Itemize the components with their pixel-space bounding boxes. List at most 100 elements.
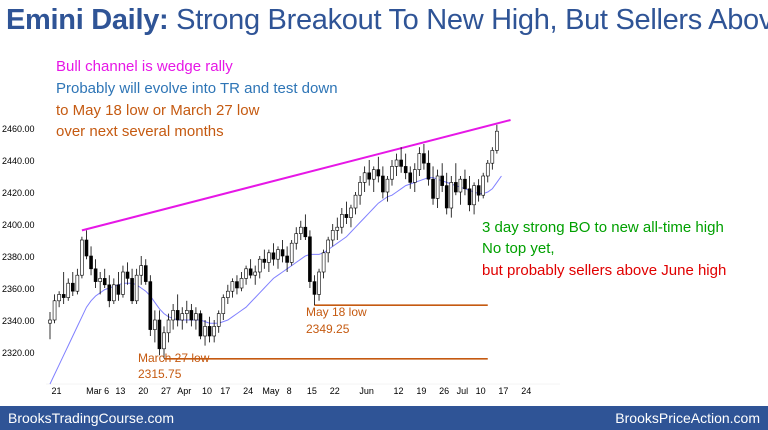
candle <box>422 144 426 170</box>
candle-body <box>175 310 180 321</box>
candle <box>61 272 66 304</box>
annotation-march-27-low-value: 2315.75 <box>138 367 182 381</box>
candle <box>189 304 194 327</box>
candle-body <box>458 178 463 193</box>
candle <box>226 284 230 304</box>
candle <box>153 310 157 343</box>
candle <box>349 204 353 228</box>
annotation-may-18-low-value: 2349.25 <box>306 322 350 336</box>
candle-body <box>463 178 467 190</box>
candle-body <box>403 166 408 174</box>
candle <box>230 278 235 298</box>
x-tick-label: 19 <box>416 386 426 396</box>
candle-body <box>467 188 472 206</box>
candle-body <box>312 281 317 295</box>
candle-body <box>93 268 98 282</box>
candle <box>385 176 390 202</box>
candle <box>472 182 476 215</box>
candle-body <box>381 175 385 193</box>
candle <box>449 176 454 218</box>
moving-average-line <box>49 175 502 385</box>
candle-body <box>185 310 189 314</box>
candle <box>75 268 80 295</box>
candle-body <box>226 290 230 298</box>
candle <box>362 166 367 192</box>
candle-body <box>431 178 435 199</box>
candle-body <box>271 252 276 260</box>
candle <box>244 265 248 285</box>
candle <box>367 160 372 186</box>
x-tick-label: 12 <box>394 386 404 396</box>
candle-body <box>257 258 262 273</box>
candle <box>52 294 57 324</box>
candle <box>458 176 463 205</box>
candle-body <box>390 166 394 180</box>
y-tick-label: 2360.00 <box>2 284 35 294</box>
wedge-trend-line <box>81 119 511 232</box>
candle <box>408 166 413 189</box>
candle <box>454 163 458 196</box>
candle <box>162 326 166 359</box>
candle <box>212 320 216 343</box>
candle-body <box>248 268 253 276</box>
candle <box>139 256 143 285</box>
page-title: Emini Daily: Strong Breakout To New High… <box>6 2 768 38</box>
candle <box>207 316 212 343</box>
candle-body <box>134 274 139 302</box>
candle <box>376 156 381 183</box>
x-tick-label: 15 <box>307 386 317 396</box>
candle-body <box>89 255 93 270</box>
candle-body <box>340 214 344 228</box>
candle <box>330 224 335 247</box>
candle-body <box>139 265 143 276</box>
candle <box>134 268 139 304</box>
candle <box>358 176 362 205</box>
candle-body <box>298 226 303 234</box>
candle <box>317 268 321 301</box>
candle <box>143 259 148 285</box>
candle <box>235 275 239 295</box>
candle <box>157 310 162 356</box>
annotation-strong-bo: 3 day strong BO to new all-time high <box>482 219 724 236</box>
candle <box>102 268 107 288</box>
candle <box>294 227 299 250</box>
candle <box>485 160 490 183</box>
candle <box>340 208 344 234</box>
candle <box>98 272 102 295</box>
candle <box>71 272 75 296</box>
candle <box>84 230 89 260</box>
candle <box>271 243 276 266</box>
candle-body <box>239 278 244 289</box>
candle-body <box>353 194 358 209</box>
candle-body <box>253 271 257 276</box>
candle-body <box>344 214 349 218</box>
candle <box>267 249 271 272</box>
candle-body <box>148 281 153 330</box>
candle-body <box>289 242 294 263</box>
candle-body <box>107 284 112 302</box>
candle-body <box>472 185 476 206</box>
candle-body <box>280 249 285 257</box>
candle <box>321 249 326 279</box>
candle-body <box>48 319 52 324</box>
candle <box>89 246 93 276</box>
candle-body <box>153 319 157 330</box>
footer-left-link[interactable]: BrooksTradingCourse.com <box>8 410 174 426</box>
candlestick-chart: 2320.00 2340.00 2360.00 2380.00 2400.00 2420.… <box>2 58 726 396</box>
y-tick-label: 2440.00 <box>2 156 35 166</box>
x-tick-label: May <box>262 386 280 396</box>
candle <box>239 272 244 292</box>
footer-right-link[interactable]: BrooksPriceAction.com <box>615 410 760 426</box>
candle <box>381 166 385 199</box>
candle-body <box>376 169 381 177</box>
candle <box>426 150 431 186</box>
candle <box>440 163 444 192</box>
candle-body <box>422 153 426 164</box>
candle-body <box>212 326 216 337</box>
candle <box>125 262 130 285</box>
x-tick-label: 17 <box>498 386 508 396</box>
candle-body <box>180 313 185 321</box>
candle-body <box>335 226 340 231</box>
candle-body <box>102 278 107 286</box>
candle-body <box>235 281 239 289</box>
